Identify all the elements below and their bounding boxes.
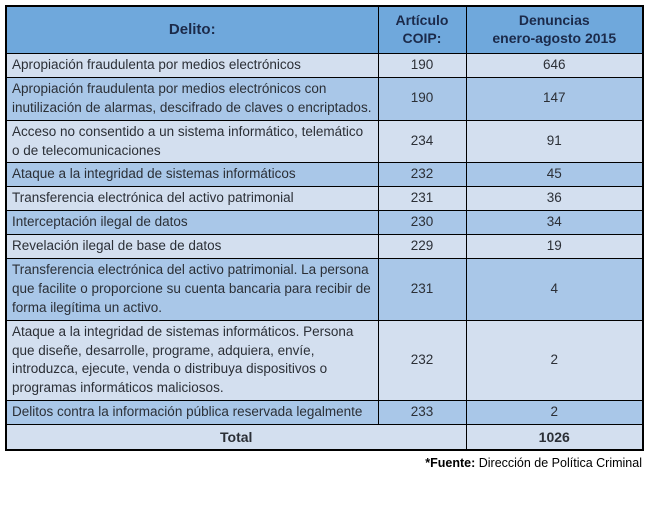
cell-delito: Ataque a la integridad de sistemas infor… <box>5 162 379 188</box>
cell-denuncias: 45 <box>465 162 644 188</box>
cell-articulo: 229 <box>377 234 467 260</box>
source-note-label: *Fuente: <box>425 456 476 471</box>
cell-articulo: 234 <box>377 119 467 164</box>
table-row: Acceso no consentido a un sistema inform… <box>5 119 644 164</box>
column-header-denuncias: Denuncias enero-agosto 2015 <box>465 5 644 54</box>
table-row: Transferencia electrónica del activo pat… <box>5 258 644 321</box>
table-row: Ataque a la integridad de sistemas infor… <box>5 162 644 188</box>
cell-denuncias: 147 <box>465 76 644 121</box>
cell-denuncias: 2 <box>465 319 644 402</box>
table-row: Revelación ilegal de base de datos 229 19 <box>5 234 644 260</box>
cell-articulo: 230 <box>377 210 467 236</box>
cell-denuncias: 34 <box>465 210 644 236</box>
table-row: Apropiación fraudulenta por medios elect… <box>5 53 644 78</box>
table-row: Ataque a la integridad de sistemas infor… <box>5 319 644 402</box>
total-row: Total 1026 <box>5 424 644 451</box>
table-row: Interceptación ilegal de datos 230 34 <box>5 210 644 236</box>
cell-delito: Apropiación fraudulenta por medios elect… <box>5 76 379 121</box>
cell-delito: Interceptación ilegal de datos <box>5 210 379 236</box>
cell-denuncias: 646 <box>465 53 644 78</box>
total-label: Total <box>5 424 467 451</box>
column-header-delito: Delito: <box>5 5 379 54</box>
cell-articulo: 231 <box>377 186 467 212</box>
cell-denuncias: 19 <box>465 234 644 260</box>
source-note-text: Dirección de Política Criminal <box>478 456 642 471</box>
table-row: Apropiación fraudulenta por medios elect… <box>5 76 644 121</box>
column-header-articulo-coip: Artículo COIP: <box>377 5 467 54</box>
cell-delito: Apropiación fraudulenta por medios elect… <box>5 53 379 78</box>
cell-articulo: 232 <box>377 319 467 402</box>
cell-delito: Delitos contra la información pública re… <box>5 400 379 426</box>
cell-denuncias: 91 <box>465 119 644 164</box>
header-row: Delito: Artículo COIP: Denuncias enero-a… <box>5 5 644 54</box>
cell-denuncias: 36 <box>465 186 644 212</box>
cell-articulo: 232 <box>377 162 467 188</box>
source-note: *Fuente: Dirección de Política Criminal <box>5 456 642 471</box>
cell-delito: Ataque a la integridad de sistemas infor… <box>5 319 379 402</box>
cell-articulo: 190 <box>377 76 467 121</box>
table-body: Apropiación fraudulenta por medios elect… <box>5 53 644 426</box>
cell-delito: Acceso no consentido a un sistema inform… <box>5 119 379 164</box>
cell-denuncias: 4 <box>465 258 644 321</box>
cell-delito: Revelación ilegal de base de datos <box>5 234 379 260</box>
cell-articulo: 231 <box>377 258 467 321</box>
table-row: Delitos contra la información pública re… <box>5 400 644 426</box>
cell-delito: Transferencia electrónica del activo pat… <box>5 186 379 212</box>
total-value: 1026 <box>465 424 644 451</box>
cell-articulo: 233 <box>377 400 467 426</box>
cell-articulo: 190 <box>377 53 467 78</box>
cell-delito: Transferencia electrónica del activo pat… <box>5 258 379 321</box>
delitos-table-container: Delito: Artículo COIP: Denuncias enero-a… <box>5 5 644 471</box>
cell-denuncias: 2 <box>465 400 644 426</box>
table-row: Transferencia electrónica del activo pat… <box>5 186 644 212</box>
delitos-table: Delito: Artículo COIP: Denuncias enero-a… <box>5 5 644 452</box>
